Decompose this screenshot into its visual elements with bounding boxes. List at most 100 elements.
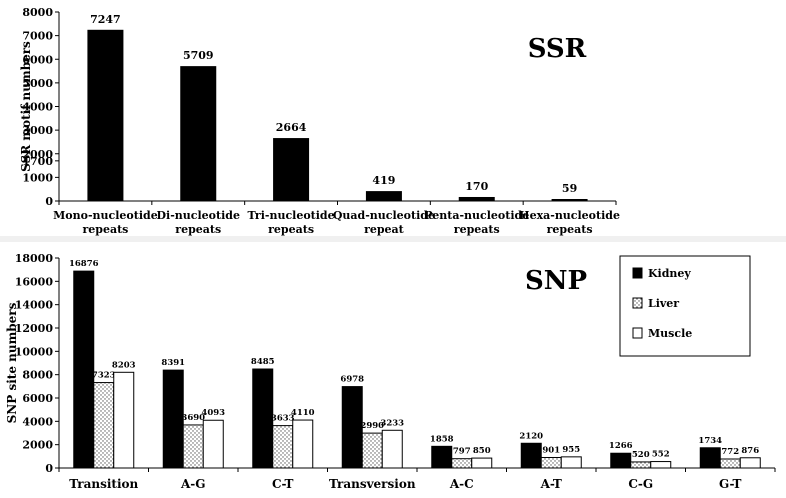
snp-bar-liver <box>361 432 383 469</box>
snp-bar-value-label: 8391 <box>161 358 185 368</box>
snp-category-label: A-C <box>449 477 474 491</box>
snp-y-tick-label: 0 <box>45 462 53 475</box>
ssr-bar <box>87 29 124 201</box>
snp-bar-kidney <box>520 442 542 469</box>
snp-bar-value-label: 4110 <box>291 408 315 418</box>
snp-bar-liver <box>182 424 204 469</box>
snp-category-label: Transition <box>69 477 138 491</box>
ssr-bar <box>458 196 495 201</box>
ssr-bar-value-label: 7247 <box>90 13 121 26</box>
snp-bar-value-label: 3633 <box>271 414 295 424</box>
snp-bar-muscle <box>560 456 582 469</box>
snp-bar-value-label: 876 <box>741 446 759 456</box>
snp-bar-value-label: 552 <box>652 450 670 460</box>
ssr-bar <box>273 138 310 201</box>
snp-bar-value-label: 4093 <box>201 408 225 418</box>
ssr-bar <box>551 199 588 201</box>
snp-bar-muscle <box>202 419 224 469</box>
snp-bar-value-label: 955 <box>562 445 580 455</box>
ssr-category-label: Penta-nucleotide <box>424 209 529 222</box>
snp-bar-muscle <box>381 429 403 469</box>
snp-bar-value-label: 8485 <box>251 357 275 367</box>
ssr-category-label: Quad-nucleotide <box>333 209 435 222</box>
snp-bar-value-label: 1734 <box>698 436 722 446</box>
snp-bar-muscle <box>650 461 672 469</box>
snp-y-axis-label: SNP site numbers <box>5 302 19 423</box>
snp-bar-liver <box>719 458 741 469</box>
snp-bar-liver <box>451 458 473 469</box>
snp-bar-value-label: 772 <box>721 447 739 457</box>
snp-category-label: G-T <box>719 477 741 491</box>
ssr-y-tick-label: 8000 <box>22 6 53 19</box>
snp-bar-value-label: 850 <box>473 446 491 456</box>
snp-bar-value-label: 1858 <box>430 434 454 444</box>
snp-bar-muscle <box>471 457 493 469</box>
ssr-category-label: Tri-nucleotide <box>248 209 335 222</box>
snp-legend-label: Liver <box>648 297 679 310</box>
snp-bar-value-label: 8203 <box>112 360 136 370</box>
panel-separator <box>0 236 786 242</box>
ssr-category-label: repeats <box>454 223 500 236</box>
snp-bar-kidney <box>431 445 453 469</box>
snp-bar-value-label: 2990 <box>360 421 384 431</box>
snp-y-tick-label: 18000 <box>15 252 54 265</box>
ssr-y-tick-label: 4000 <box>22 101 53 114</box>
snp-chart-title: SNP <box>525 266 587 296</box>
snp-chart-panel: 0 2000 4000 6000 8000 10000 12000 14000 16000 180… <box>0 242 786 498</box>
ssr-bar <box>180 66 217 201</box>
ssr-category-label: repeats <box>82 223 128 236</box>
ssr-category-label: repeats <box>547 223 593 236</box>
snp-category-label: A-T <box>540 477 562 491</box>
snp-y-tick-label: 2000 <box>22 439 53 452</box>
ssr-bar-value-label: 5709 <box>183 49 214 62</box>
snp-legend-label: Muscle <box>648 327 692 340</box>
snp-bar-liver <box>272 425 294 469</box>
ssr-y-tick-label: 5000 <box>22 77 53 90</box>
snp-bar-value-label: 797 <box>453 447 471 457</box>
ssr-y-tick-label: 0 <box>45 195 53 208</box>
ssr-y-tick-label: 1000 <box>22 171 53 184</box>
snp-y-tick-label: 16000 <box>15 275 54 288</box>
snp-bar-value-label: 520 <box>632 450 650 460</box>
snp-bar-value-label: 7323 <box>92 371 116 381</box>
snp-bar-value-label: 2120 <box>519 431 543 441</box>
ssr-chart-panel: 0 1000 1700 2000 3000 4000 5000 6000 7000 8000 724… <box>0 0 786 236</box>
ssr-bar <box>365 191 402 201</box>
snp-y-tick-label: 12000 <box>15 322 54 335</box>
snp-legend-swatch-muscle <box>632 327 643 339</box>
snp-y-tick-label: 14000 <box>15 299 54 312</box>
snp-legend-swatch-liver <box>632 297 643 309</box>
snp-y-tick-label: 4000 <box>22 415 53 428</box>
snp-bar-liver <box>93 382 115 469</box>
snp-bar-kidney <box>699 447 721 469</box>
snp-bar-value-label: 1266 <box>609 441 633 451</box>
snp-bar-kidney <box>162 369 184 469</box>
ssr-y-tick-label: 2000 <box>22 148 53 161</box>
ssr-bar-value-label: 419 <box>372 174 395 187</box>
snp-y-tick-label: 8000 <box>22 369 53 382</box>
ssr-category-label: Hexa-nucleotide <box>519 209 620 222</box>
ssr-category-label: repeats <box>175 223 221 236</box>
snp-category-label: A-G <box>180 477 206 491</box>
ssr-category-label: Di-nucleotide <box>157 209 240 222</box>
ssr-y-tick-label: 3000 <box>22 124 53 137</box>
snp-bar-muscle <box>739 457 761 469</box>
snp-bar-value-label: 901 <box>542 445 560 455</box>
snp-legend: Kidney Liver Muscle <box>619 255 751 357</box>
ssr-y-tick-label: 7000 <box>22 30 53 43</box>
snp-bar-kidney <box>341 386 363 469</box>
ssr-bar-value-label: 59 <box>562 182 577 195</box>
ssr-bar-value-label: 170 <box>465 180 488 193</box>
snp-bar-muscle <box>292 419 314 469</box>
snp-bar-muscle <box>113 371 135 469</box>
ssr-y-tick-label: 6000 <box>22 53 53 66</box>
ssr-category-label: repeat <box>364 223 405 236</box>
snp-y-tick-label: 10000 <box>15 345 54 358</box>
snp-legend-swatch-kidney <box>632 267 643 279</box>
snp-category-label: C-G <box>628 477 653 491</box>
ssr-category-label: repeats <box>268 223 314 236</box>
snp-bar-kidney <box>252 368 274 469</box>
ssr-category-label: Mono-nucleotide <box>53 209 158 222</box>
snp-bar-kidney <box>610 452 632 469</box>
